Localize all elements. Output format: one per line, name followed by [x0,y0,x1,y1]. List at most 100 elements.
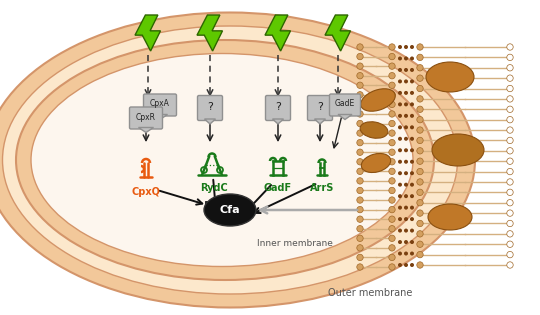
Circle shape [398,206,402,209]
Circle shape [410,68,414,72]
FancyBboxPatch shape [144,94,177,116]
Circle shape [410,171,414,175]
Circle shape [357,226,363,232]
Ellipse shape [426,62,474,92]
Circle shape [507,251,513,258]
Circle shape [389,168,395,175]
Circle shape [357,264,363,270]
Text: Cfa: Cfa [220,205,240,215]
Circle shape [389,92,395,98]
Circle shape [410,56,414,60]
Circle shape [410,160,414,164]
FancyBboxPatch shape [266,95,291,121]
Circle shape [417,199,423,206]
Circle shape [417,106,423,112]
Circle shape [398,91,402,95]
Circle shape [357,206,363,213]
Circle shape [357,245,363,251]
Circle shape [398,251,402,255]
Circle shape [404,171,408,175]
Polygon shape [205,119,215,124]
Circle shape [357,72,363,79]
Circle shape [417,148,423,154]
Circle shape [507,127,513,133]
Circle shape [398,137,402,141]
Circle shape [417,127,423,133]
Circle shape [410,217,414,221]
Circle shape [410,240,414,244]
Circle shape [507,169,513,175]
Circle shape [398,194,402,198]
Circle shape [410,148,414,152]
Circle shape [507,199,513,206]
Circle shape [357,101,363,108]
Circle shape [404,183,408,187]
Ellipse shape [16,40,434,280]
Circle shape [404,102,408,106]
FancyBboxPatch shape [130,107,163,129]
Circle shape [507,158,513,164]
Text: GadE: GadE [335,100,355,108]
Circle shape [404,114,408,118]
Circle shape [417,75,423,81]
Polygon shape [273,119,284,124]
Circle shape [389,120,395,127]
Circle shape [404,91,408,95]
Circle shape [404,217,408,221]
Circle shape [507,241,513,248]
Circle shape [404,137,408,141]
Circle shape [417,189,423,196]
Circle shape [417,220,423,227]
Circle shape [398,114,402,118]
Circle shape [398,240,402,244]
Circle shape [507,210,513,216]
Ellipse shape [3,26,457,294]
Circle shape [398,102,402,106]
Text: Outer membrane: Outer membrane [328,288,412,298]
Polygon shape [314,119,326,124]
Circle shape [507,117,513,123]
Circle shape [410,137,414,141]
Text: CpxQ: CpxQ [132,187,160,197]
FancyBboxPatch shape [198,95,222,121]
Circle shape [404,194,408,198]
Circle shape [389,197,395,203]
Circle shape [410,114,414,118]
Circle shape [357,158,363,165]
Text: CpxA: CpxA [150,100,170,108]
Polygon shape [325,15,350,51]
Circle shape [404,68,408,72]
Ellipse shape [432,134,484,166]
Circle shape [357,92,363,98]
Text: RydC: RydC [200,183,228,193]
Circle shape [507,220,513,227]
Circle shape [389,158,395,165]
Circle shape [398,45,402,49]
Circle shape [404,45,408,49]
Circle shape [417,210,423,216]
Circle shape [410,206,414,209]
Circle shape [398,160,402,164]
Circle shape [410,125,414,129]
Circle shape [417,137,423,144]
Circle shape [417,158,423,164]
Circle shape [507,106,513,112]
Circle shape [417,262,423,268]
Circle shape [389,101,395,108]
Circle shape [357,254,363,261]
Circle shape [404,56,408,60]
Circle shape [389,226,395,232]
Circle shape [507,262,513,268]
Circle shape [417,179,423,185]
Circle shape [357,216,363,222]
Polygon shape [338,114,352,119]
Text: CpxR: CpxR [136,112,156,122]
Polygon shape [197,15,222,51]
Polygon shape [265,15,291,51]
Circle shape [410,194,414,198]
Polygon shape [152,114,167,119]
Circle shape [404,148,408,152]
Circle shape [357,63,363,69]
Circle shape [507,231,513,237]
Circle shape [357,130,363,136]
